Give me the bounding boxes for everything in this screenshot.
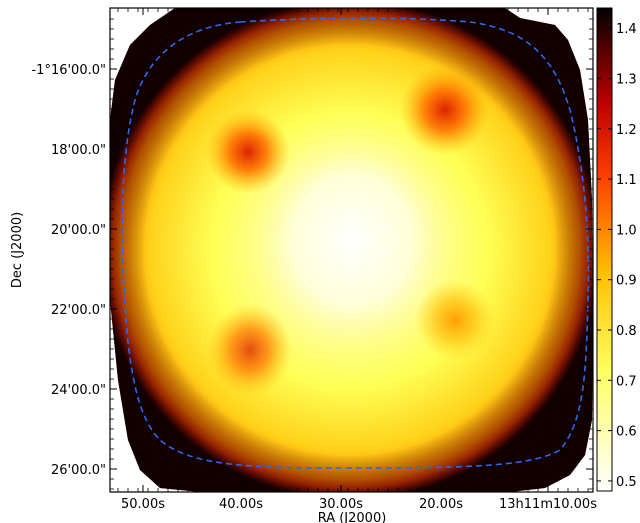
upper-left-peak bbox=[206, 110, 290, 194]
y-tick-label: 18'00.0" bbox=[51, 143, 106, 158]
y-axis: -1°16'00.0" 18'00.0" 20'00.0" 22'00.0" 24'00… bbox=[31, 63, 593, 478]
x-tick-label: 20.00s bbox=[419, 497, 463, 512]
central-minimum bbox=[232, 110, 472, 370]
y-tick-label: 22'00.0" bbox=[51, 303, 106, 318]
colorbar-frame bbox=[596, 7, 613, 492]
heatmap-image bbox=[110, 8, 593, 492]
x-tick-label: 30.00s bbox=[319, 497, 363, 512]
colorbar-tick-label: 1.2 bbox=[616, 123, 637, 138]
lower-left-peak bbox=[208, 304, 292, 396]
x-tick-label: 40.00s bbox=[219, 497, 263, 512]
lower-right-peak bbox=[415, 280, 495, 360]
colorbar-tick-label: 0.6 bbox=[616, 425, 637, 440]
colorbar-tick-label: 0.8 bbox=[616, 324, 637, 339]
y-axis-label: Dec (J2000) bbox=[10, 212, 25, 288]
contour-line bbox=[121, 17, 590, 469]
plot-frame bbox=[109, 7, 594, 493]
colorbar-tick-label: 1.4 bbox=[616, 22, 637, 37]
y-tick-label: 26'00.0" bbox=[51, 463, 106, 478]
x-axis-label: RA (J2000) bbox=[318, 511, 387, 523]
upper-right-peak bbox=[400, 65, 490, 155]
y-tick-label: -1°16'00.0" bbox=[31, 63, 106, 78]
colorbar: 1.4 1.3 1.2 1.1 1.0 0.9 0.8 0.7 0.6 0.5 bbox=[596, 7, 637, 492]
x-tick-label: 13h11m10.00s bbox=[499, 497, 597, 512]
colorbar-tick-label: 1.1 bbox=[616, 173, 637, 188]
colorbar-tick-label: 1.0 bbox=[616, 223, 637, 238]
colorbar-tick-label: 0.5 bbox=[616, 475, 637, 490]
y-tick-label: 20'00.0" bbox=[51, 223, 106, 238]
colorbar-tick-label: 1.3 bbox=[616, 72, 637, 87]
x-axis: 50.00s 40.00s 30.00s 20.00s 13h11m10.00s bbox=[121, 8, 597, 512]
x-tick-label: 50.00s bbox=[121, 497, 165, 512]
colorbar-tick-label: 0.9 bbox=[616, 274, 637, 289]
colorbar-tick-label: 0.7 bbox=[616, 374, 637, 389]
colorbar-gradient bbox=[597, 8, 612, 491]
y-tick-label: 24'00.0" bbox=[51, 383, 106, 398]
